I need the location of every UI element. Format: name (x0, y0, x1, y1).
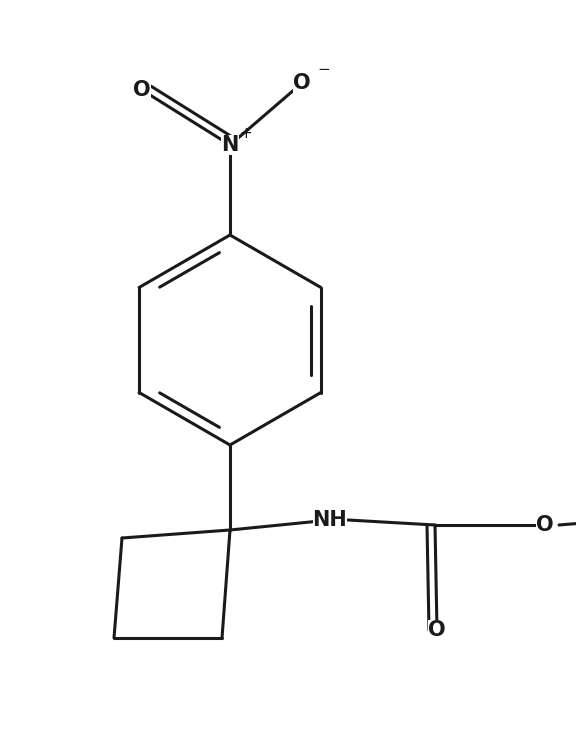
Text: NH: NH (313, 510, 347, 530)
Text: O: O (536, 515, 554, 535)
Text: O: O (133, 80, 151, 100)
Text: −: − (317, 62, 331, 76)
Text: +: + (240, 125, 252, 140)
Text: O: O (293, 73, 311, 93)
Text: N: N (221, 135, 238, 155)
Text: O: O (428, 620, 446, 640)
